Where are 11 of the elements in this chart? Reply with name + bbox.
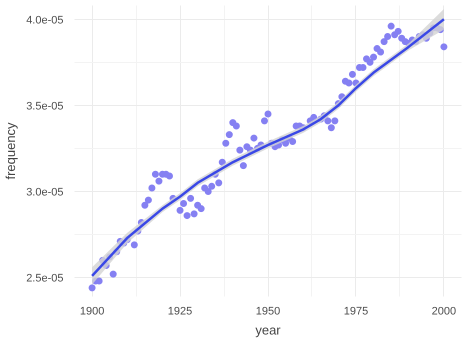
y-tick-label: 3.0e-05 bbox=[26, 186, 64, 198]
y-tick-label: 4.0e-05 bbox=[26, 14, 64, 26]
x-tick-label: 1950 bbox=[256, 306, 280, 318]
x-axis-title: year bbox=[255, 322, 282, 338]
x-tick-label: 2000 bbox=[432, 306, 456, 318]
x-tick-label: 1925 bbox=[168, 306, 192, 318]
y-tick-label: 3.5e-05 bbox=[26, 100, 64, 112]
y-axis-title: frequency bbox=[3, 122, 18, 180]
y-tick-label: 2.5e-05 bbox=[26, 272, 64, 285]
x-tick-label: 1900 bbox=[80, 306, 104, 318]
x-tick-label: 1975 bbox=[344, 306, 368, 318]
